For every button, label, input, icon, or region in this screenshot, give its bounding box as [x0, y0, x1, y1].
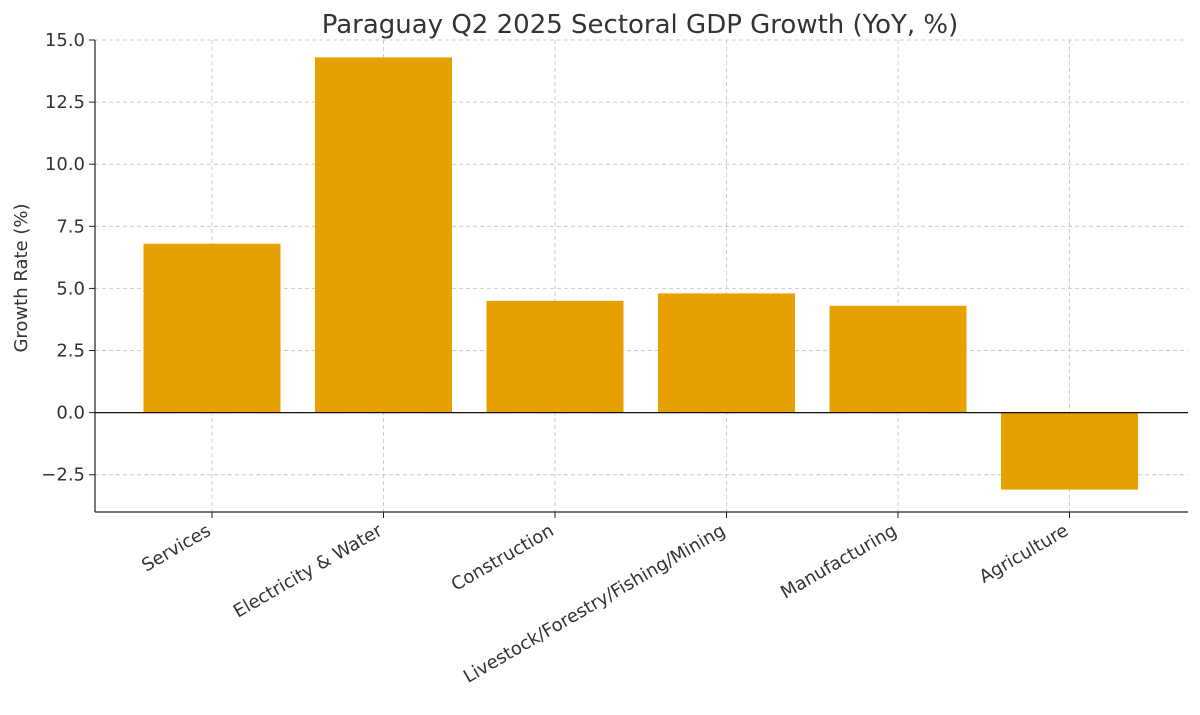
y-tick-label: 12.5 [45, 92, 85, 113]
y-axis-label: Growth Rate (%) [11, 203, 32, 352]
bar-layer [143, 57, 1138, 490]
bar-construction [486, 300, 624, 413]
bar-services [143, 243, 281, 413]
bar-manufacturing [829, 305, 967, 413]
bar-agriculture [1001, 412, 1138, 490]
chart-title: Paraguay Q2 2025 Sectoral GDP Growth (Yo… [322, 10, 959, 40]
x-tick-label: Construction [448, 520, 558, 595]
x-tick-label: Electricity & Water [230, 520, 387, 623]
bar-livestock-forestry-fishing-mining [658, 293, 795, 413]
x-tick-label: Manufacturing [777, 520, 900, 603]
y-tick-label: 10.0 [45, 154, 85, 175]
bar-electricity-water [315, 57, 452, 413]
y-tick-layer: −2.5 0.0 2.5 5.0 7.5 10.0 12.5 15.0 [41, 30, 85, 486]
x-tick-layer: Services Electricity & Water ConstructionL… [138, 520, 1072, 688]
y-tick-label: 15.0 [45, 30, 85, 51]
x-tick-label: Livestock/Forestry/Fishing/Mining [460, 520, 729, 687]
y-tick-label: −2.5 [41, 465, 85, 486]
y-tick-label: 0.0 [56, 403, 85, 424]
axis-layer [89, 39, 1188, 518]
x-tick-label: Agriculture [976, 520, 1072, 588]
y-tick-label: 2.5 [56, 341, 85, 362]
y-tick-label: 7.5 [56, 216, 85, 237]
y-tick-label: 5.0 [56, 278, 85, 299]
x-tick-label: Services [138, 520, 214, 576]
